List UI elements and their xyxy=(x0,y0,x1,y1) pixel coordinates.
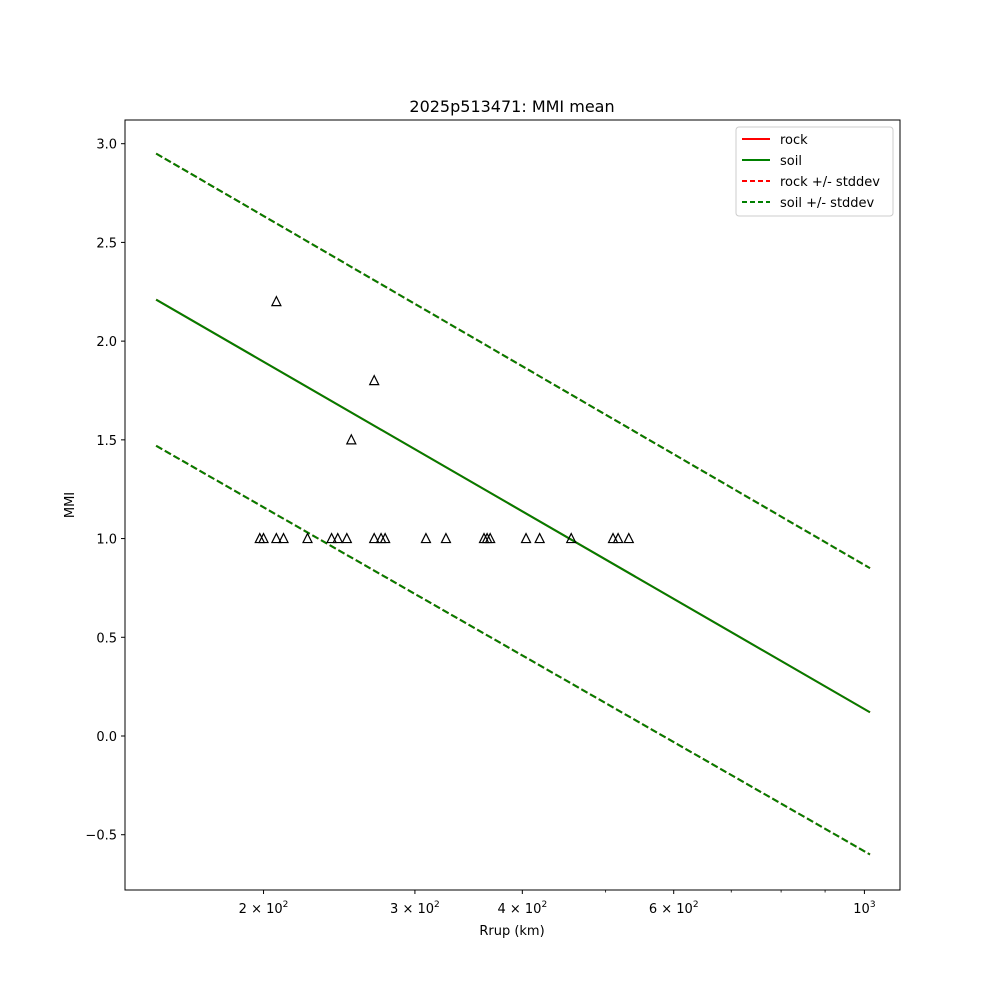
plot-area xyxy=(155,152,871,856)
legend-label-soil-stddev: soil +/- stddev xyxy=(780,196,875,211)
observation-marker xyxy=(520,532,532,544)
observation-marker xyxy=(440,532,452,544)
y-tick-label: −0.5 xyxy=(85,829,117,844)
observation-marker xyxy=(332,532,344,544)
observation-marker xyxy=(612,532,624,544)
soil-stddev-lower-line xyxy=(155,444,871,856)
observation-marker xyxy=(368,532,380,544)
axes-frame xyxy=(124,119,901,891)
y-tick-label: 0.0 xyxy=(96,730,117,745)
observation-marker xyxy=(420,532,432,544)
soil-mean-line xyxy=(155,298,871,714)
observation-marker xyxy=(345,433,357,445)
observation-marker xyxy=(278,532,289,544)
legend: rock soil rock +/- stddev soil +/- stddev xyxy=(735,126,894,217)
observation-marker xyxy=(270,532,282,544)
observation-marker xyxy=(484,532,496,544)
y-axis-label: MMI xyxy=(63,492,78,518)
observation-marker xyxy=(341,532,353,544)
observation-marker xyxy=(565,532,577,544)
observation-marker xyxy=(368,374,380,386)
y-tick-label: 1.0 xyxy=(96,533,117,548)
x-tick-label: 2 × 102 xyxy=(239,900,289,917)
chart-title: 2025p513471: MMI mean xyxy=(409,97,614,116)
observation-marker xyxy=(326,532,338,544)
x-tick-label: 6 × 102 xyxy=(649,900,699,917)
observation-marker xyxy=(534,532,546,544)
legend-label-rock-stddev: rock +/- stddev xyxy=(780,175,880,190)
y-tick-label: 2.5 xyxy=(96,236,117,251)
observation-marker xyxy=(379,532,391,544)
x-tick-label: 3 × 102 xyxy=(390,900,440,917)
observation-marker xyxy=(623,532,635,544)
axes: −0.5 0.0 0.5 1.0 1.5 2.0 2.5 3.0 2 × 102 3 × 102 4… xyxy=(85,119,901,917)
y-tick-label: 3.0 xyxy=(96,138,117,153)
observation-marker xyxy=(302,532,313,544)
legend-box xyxy=(735,126,894,217)
observation-marker xyxy=(258,532,270,544)
y-tick-label: 2.0 xyxy=(96,335,117,350)
soil-stddev-upper-line xyxy=(155,152,871,570)
x-axis-label: Rrup (km) xyxy=(479,924,544,939)
y-tick-label: 0.5 xyxy=(96,631,117,646)
x-tick-label: 4 × 102 xyxy=(497,900,547,917)
legend-label-soil: soil xyxy=(780,154,802,169)
observation-marker xyxy=(270,295,282,307)
y-tick-label: 1.5 xyxy=(96,434,117,449)
x-tick-label: 103 xyxy=(853,900,875,917)
legend-label-rock: rock xyxy=(780,133,808,148)
